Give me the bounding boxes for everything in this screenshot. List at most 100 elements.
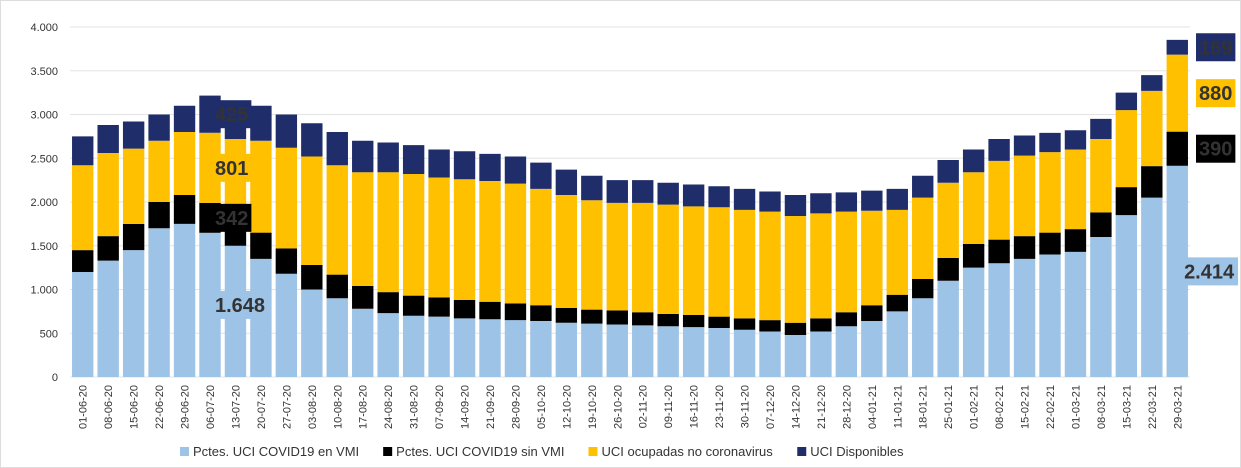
x-tick-label: 08-02-21 [994, 385, 1006, 429]
bar-segment [250, 232, 272, 259]
bar-segment [173, 132, 196, 195]
bar-segment [861, 210, 883, 306]
legend-label: UCI Disponibles [810, 444, 904, 459]
bar-segment [606, 310, 628, 325]
bar-segment [1166, 165, 1188, 377]
bar-segment [504, 183, 527, 304]
x-tick-label: 10-08-20 [332, 385, 344, 429]
bar-segment [428, 177, 450, 298]
bar-segment [1141, 166, 1163, 198]
legend-label: UCI ocupadas no coronavirus [602, 444, 774, 459]
bar-segment [1090, 237, 1112, 377]
x-tick-label: 16-11-20 [689, 385, 701, 428]
bar-segment [122, 250, 145, 377]
bar-segment [988, 160, 1010, 240]
x-tick-label: 04-01-21 [867, 385, 879, 429]
bar-segment [301, 265, 323, 290]
bar-segment [810, 213, 832, 319]
bar-segment [708, 316, 730, 328]
bar-segment [1115, 187, 1138, 216]
bar-segment [173, 105, 196, 132]
x-tick-label: 12-10-20 [561, 385, 573, 429]
x-tick-label: 08-06-20 [103, 385, 115, 429]
x-tick-label: 15-02-21 [1020, 385, 1032, 429]
bar-segment [937, 160, 959, 183]
bar-segment [1141, 90, 1163, 167]
x-tick-label: 28-09-20 [510, 385, 522, 429]
bar-segment [861, 190, 883, 211]
bar-segment [479, 319, 501, 377]
bar-segment [886, 188, 908, 210]
bar-segment [1064, 229, 1087, 252]
bar-segment [606, 324, 628, 377]
bar-segment [555, 195, 578, 308]
bar-segment [530, 162, 552, 189]
bar-segment [988, 263, 1010, 377]
value-label: 880 [1196, 79, 1236, 108]
bar-segment [1013, 236, 1036, 259]
bar-segment [1064, 251, 1087, 377]
bar-segment [632, 180, 654, 203]
bar-segment [1013, 135, 1036, 156]
bar-segment [962, 244, 985, 268]
bar-segment [97, 153, 119, 237]
x-tick-label: 19-10-20 [587, 385, 599, 429]
bar-segment [1166, 39, 1188, 55]
bar-segment [810, 318, 832, 332]
bar-segment [148, 140, 170, 202]
x-tick-label: 18-01-21 [918, 385, 930, 429]
bar-segment [97, 236, 119, 261]
x-tick-label: 08-03-21 [1096, 385, 1108, 429]
bar-segment [962, 149, 985, 173]
bar-segment [937, 182, 959, 258]
bar-segment [937, 258, 959, 281]
bar-segment [148, 228, 170, 377]
bar-segment [1013, 258, 1036, 377]
x-tick-label: 11-01-21 [892, 385, 904, 428]
bar-segment [504, 156, 527, 184]
bar-segment [530, 188, 552, 306]
bar-segment [428, 316, 450, 377]
bar-segment [632, 202, 654, 313]
x-tick-label: 23-11-20 [714, 385, 726, 428]
bar-segment [326, 132, 348, 166]
bar-segment [759, 320, 781, 332]
bar-segment [1141, 197, 1163, 377]
bar-segment [504, 320, 527, 377]
bar-segment [733, 318, 756, 330]
value-label: 342 [212, 203, 252, 232]
x-tick-label: 13-07-20 [230, 385, 242, 429]
bar-segment [377, 313, 399, 377]
y-tick-label: 3.000 [30, 110, 58, 122]
y-tick-label: 1.000 [30, 285, 58, 297]
bar-segment [581, 309, 603, 324]
bar-segment [657, 314, 679, 327]
value-label-box [212, 100, 252, 129]
bar-segment [479, 301, 501, 320]
x-tick-label: 27-07-20 [281, 385, 293, 429]
x-tick-label: 29-03-21 [1172, 385, 1184, 429]
bar-segment [555, 307, 578, 323]
bar-segment [912, 175, 934, 198]
legend-label: Pctes. UCI COVID19 en VMI [193, 444, 359, 459]
bar-segment [657, 204, 679, 314]
bar-segment [657, 326, 679, 377]
bar-segment [72, 165, 94, 251]
bar-segment [708, 186, 730, 208]
bar-segment [988, 139, 1010, 161]
x-tick-label: 30-11-20 [740, 385, 752, 428]
x-tick-label: 26-10-20 [612, 385, 624, 429]
bar-segment [148, 114, 170, 141]
bar-segment [453, 151, 476, 180]
x-tick-label: 09-11-20 [663, 385, 675, 428]
bar-segment [402, 295, 425, 316]
bar-segment [962, 267, 985, 377]
legend-swatch [383, 447, 393, 456]
bar-segment [632, 312, 654, 326]
bar-segment [301, 289, 323, 377]
y-tick-label: 1.500 [30, 241, 58, 253]
bar-segment [835, 211, 858, 313]
bar-segment [1039, 152, 1061, 233]
bar-segment [326, 165, 348, 275]
bar-segment [122, 148, 145, 224]
